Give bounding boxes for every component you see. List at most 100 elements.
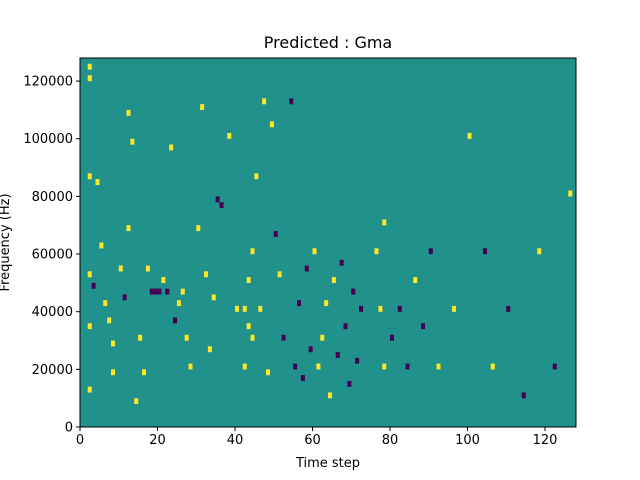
heatmap-cell (87, 63, 92, 70)
heatmap-cell (277, 271, 282, 278)
heatmap-cell (262, 98, 267, 105)
heatmap-cell (126, 225, 131, 232)
x-axis-label: Time step (295, 456, 360, 471)
heatmap-cell (382, 219, 387, 226)
heatmap-cell (258, 305, 263, 312)
heatmap-cell (289, 98, 294, 105)
heatmap-cell (300, 375, 305, 382)
heatmap-cell (99, 242, 104, 249)
heatmap-cell (537, 248, 542, 255)
heatmap-cell (359, 305, 364, 312)
heatmap-cell (215, 196, 220, 203)
heatmap-cell (490, 363, 495, 370)
heatmap-cell (122, 294, 127, 301)
y-axis-label: Frequency (Hz) (0, 193, 13, 291)
y-tick-label: 60000 (32, 248, 73, 263)
heatmap-cell (335, 352, 340, 358)
heatmap-cell (87, 386, 92, 393)
heatmap-cell (428, 248, 433, 255)
heatmap-cell (145, 265, 150, 272)
heatmap-cell (107, 317, 112, 324)
heatmap-cell (242, 305, 247, 312)
heatmap-cell (111, 369, 116, 376)
heatmap-cell (246, 323, 251, 330)
heatmap-cell (467, 132, 472, 139)
x-tick-label: 120 (533, 433, 558, 448)
heatmap-cell (200, 104, 205, 111)
heatmap-cell (87, 75, 92, 82)
heatmap-cell (95, 179, 100, 185)
heatmap-cell (266, 369, 271, 376)
heatmap-cell (281, 334, 286, 341)
x-axis: 0 20 40 60 80 100 120 (76, 427, 558, 448)
heatmap-cell (207, 346, 212, 353)
heatmap-cell (378, 305, 383, 312)
heatmap-cell (452, 305, 457, 312)
heatmap-cell (153, 288, 158, 295)
plot-area (79, 57, 577, 428)
heatmap-cell (211, 294, 216, 301)
heatmap-cell (111, 340, 116, 347)
heatmap-cell (254, 173, 259, 180)
heatmap-cell (250, 334, 255, 341)
x-tick-label: 60 (304, 433, 321, 448)
heatmap-cell (351, 288, 356, 295)
plot-background (80, 58, 576, 427)
heatmap-cell (227, 132, 232, 139)
heatmap-cell (269, 121, 274, 128)
heatmap-cell (87, 323, 92, 330)
y-axis: 0 20000 40000 60000 80000 100000 120000 (23, 75, 80, 436)
chart-title: Predicted : Gma (264, 33, 392, 52)
heatmap-cell (242, 363, 247, 370)
heatmap-cell (343, 323, 348, 330)
y-tick-label: 20000 (32, 363, 73, 378)
heatmap-cell (339, 259, 344, 266)
y-tick-label: 100000 (23, 132, 73, 147)
heatmap-cell (568, 190, 573, 197)
heatmap-cell (235, 305, 240, 312)
heatmap-cell (397, 305, 402, 312)
heatmap-cell (134, 398, 139, 405)
heatmap-cell (142, 369, 147, 376)
heatmap-cell (91, 282, 96, 289)
heatmap-cell (347, 380, 352, 387)
plot-frame (79, 57, 577, 428)
heatmap-cell (126, 109, 131, 116)
heatmap-cell (293, 363, 298, 370)
heatmap-cells (87, 63, 573, 405)
heatmap-cell (149, 288, 154, 295)
heatmap-cell (374, 248, 379, 255)
heatmap-cell (250, 248, 255, 255)
heatmap-cell (184, 334, 189, 341)
heatmap-cell (382, 363, 387, 370)
heatmap-cell (312, 248, 317, 255)
heatmap-cell (196, 225, 201, 232)
heatmap-cell (506, 305, 511, 312)
x-tick-label: 0 (76, 433, 84, 448)
heatmap-cell (130, 138, 135, 145)
heatmap-cell (304, 265, 309, 272)
heatmap-cell (328, 392, 333, 399)
heatmap-cell (157, 288, 162, 295)
heatmap-cell (188, 363, 193, 370)
heatmap-cell (118, 265, 123, 272)
heatmap-cell (324, 300, 329, 307)
heatmap-cell (138, 334, 143, 341)
heatmap-cell (176, 300, 181, 307)
y-tick-label: 80000 (32, 190, 73, 205)
heatmap-cell (405, 363, 410, 370)
y-tick-label: 120000 (23, 75, 73, 90)
y-tick-label: 0 (65, 421, 73, 436)
heatmap-cell (421, 323, 426, 330)
heatmap-cell (204, 271, 209, 278)
x-tick-label: 100 (455, 433, 480, 448)
heatmap-cell (355, 357, 360, 364)
heatmap-cell (308, 346, 313, 353)
heatmap-cell (165, 288, 170, 295)
heatmap-cell (273, 230, 278, 237)
heatmap-cell (552, 363, 557, 370)
heatmap-cell (87, 173, 92, 180)
heatmap-cell (331, 277, 336, 284)
